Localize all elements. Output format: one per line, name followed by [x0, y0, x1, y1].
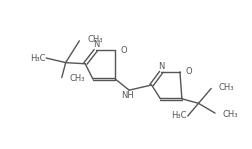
Text: CH₃: CH₃ [223, 110, 238, 118]
Text: N: N [93, 40, 99, 49]
Text: CH₃: CH₃ [70, 74, 85, 83]
Text: O: O [121, 45, 128, 55]
Text: H₃C: H₃C [30, 53, 45, 63]
Text: H₃C: H₃C [171, 111, 187, 121]
Text: O: O [185, 67, 192, 76]
Text: CH₃: CH₃ [219, 83, 235, 92]
Text: CH₃: CH₃ [87, 35, 103, 44]
Text: NH: NH [121, 91, 134, 100]
Text: N: N [158, 62, 165, 71]
